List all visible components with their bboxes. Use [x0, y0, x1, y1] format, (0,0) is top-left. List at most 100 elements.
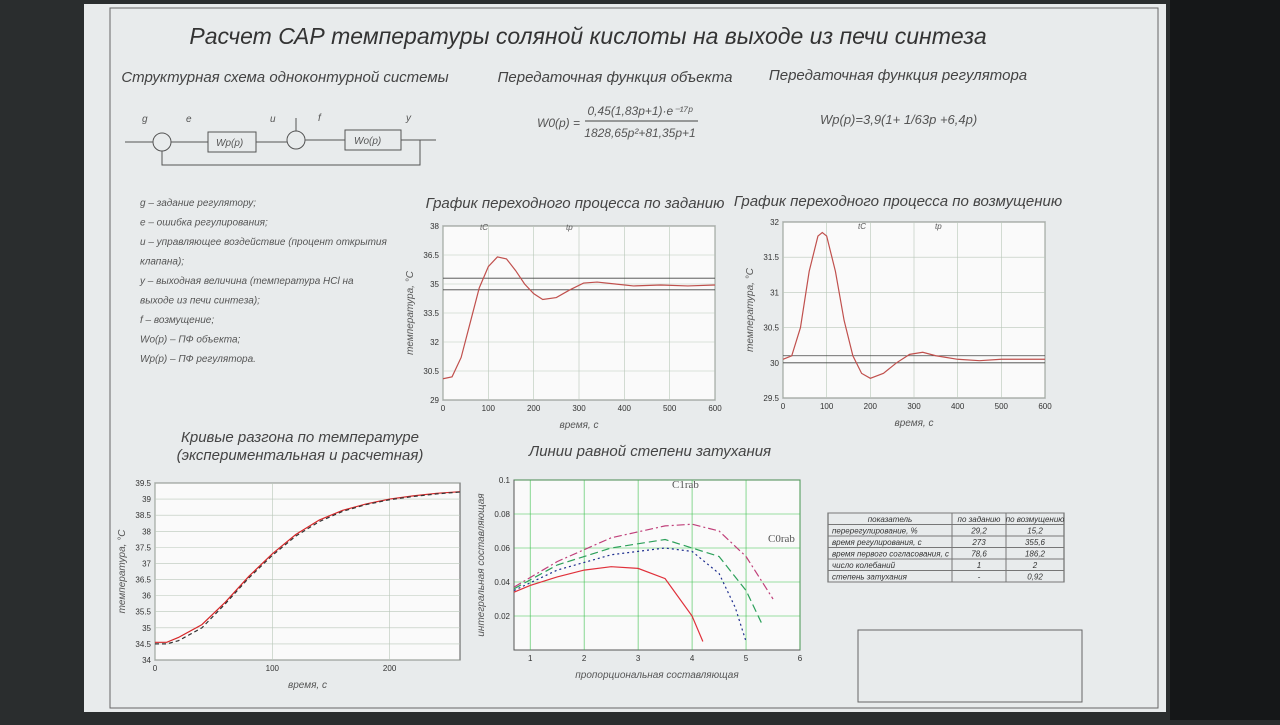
y-tick-label: 38: [142, 527, 151, 536]
y-tick-label: 36.5: [423, 251, 439, 260]
heading: Передаточная функция регулятора: [769, 67, 1027, 84]
annotation: C1rab: [672, 479, 699, 491]
y-tick-label: 32: [770, 218, 779, 227]
formula: 0,45(1,83p+1)·e⁻¹⁷ᵖ: [587, 104, 693, 118]
x-tick-label: 2: [582, 654, 587, 663]
y-tick-label: 31: [770, 288, 779, 297]
y-tick-label: 35: [430, 280, 439, 289]
series-line: [513, 538, 763, 625]
series-line: [513, 547, 747, 642]
signal-label: e: [186, 114, 192, 125]
x-tick-label: 200: [527, 404, 541, 413]
x-tick-label: 1: [528, 654, 533, 663]
plot-area: [513, 479, 801, 651]
plot-area: [154, 482, 461, 661]
x-tick-label: 100: [482, 404, 496, 413]
x-axis-label: время, с: [895, 418, 934, 429]
y-tick-label: 36.5: [135, 576, 151, 585]
block-label: Wp(p): [216, 138, 243, 149]
y-tick-label: 30.5: [423, 367, 439, 376]
chart-subtitle: (экспериментальная и расчетная): [177, 447, 424, 464]
x-tick-label: 200: [864, 402, 878, 411]
x-tick-label: 5: [744, 654, 749, 663]
stamp: [857, 629, 1083, 703]
annotation: tC: [858, 222, 866, 231]
y-tick-label: 39: [142, 495, 151, 504]
notation-line: Wp(p) – ПФ регулятора.: [140, 354, 256, 365]
annotation: tp: [566, 223, 573, 232]
table-header: по возмущению: [1006, 515, 1065, 524]
table-cell: -: [978, 573, 981, 582]
block-label: Wo(p): [354, 136, 381, 147]
y-tick-label: 35: [142, 624, 151, 633]
x-tick-label: 0: [153, 664, 158, 673]
notation-line: y – выходная величина (температура HCl н…: [139, 276, 354, 287]
signal-label: u: [270, 114, 276, 125]
frame: [109, 7, 1159, 709]
notation-line: Wo(p) – ПФ объекта;: [140, 334, 241, 346]
table-cell: 273: [971, 538, 986, 547]
x-tick-label: 500: [663, 404, 677, 413]
table-header: показатель: [868, 515, 913, 524]
series-line: [155, 491, 461, 643]
notation-line: g – задание регулятору;: [140, 198, 256, 209]
x-tick-label: 600: [708, 404, 722, 413]
series-line: [782, 231, 1045, 379]
formula: 1828,65p²+81,35p+1: [584, 126, 695, 140]
x-tick-label: 500: [995, 402, 1009, 411]
y-tick-label: 39.5: [135, 479, 151, 488]
table-header: по заданию: [958, 515, 1001, 524]
table-cell: 355,6: [1025, 538, 1046, 547]
y-tick-label: 37.5: [135, 543, 151, 552]
table-cell: 186,2: [1025, 550, 1046, 559]
y-tick-label: 37: [142, 559, 151, 568]
x-tick-label: 400: [951, 402, 965, 411]
table-cell: степень затухания: [832, 573, 908, 582]
x-tick-label: 100: [820, 402, 834, 411]
x-tick-label: 200: [383, 664, 397, 673]
notation-line: клапана);: [140, 257, 184, 268]
y-axis-label: интегральная составляющая: [476, 493, 487, 637]
series-line: [513, 523, 774, 600]
y-axis-label: температура, °С: [405, 270, 416, 355]
series-line: [513, 566, 704, 642]
x-tick-label: 400: [618, 404, 632, 413]
notation-line: e – ошибка регулирования;: [140, 217, 268, 229]
x-tick-label: 600: [1038, 402, 1052, 411]
bezel: [1170, 0, 1280, 720]
notation-line: выходе из печи синтеза);: [140, 296, 260, 307]
y-tick-label: 0.06: [494, 544, 510, 553]
y-tick-label: 38: [430, 222, 439, 231]
table-cell: перерегулирование, %: [832, 527, 918, 536]
table-cell: 29,2: [970, 527, 987, 536]
x-tick-label: 300: [572, 404, 586, 413]
y-tick-label: 32: [430, 338, 439, 347]
notation-line: f – возмущение;: [140, 315, 214, 326]
table-cell: время регулирования, с: [832, 538, 922, 547]
y-tick-label: 0.02: [494, 612, 510, 621]
y-tick-label: 0.08: [494, 510, 510, 519]
table-cell: 15,2: [1027, 527, 1043, 536]
y-tick-label: 29: [430, 396, 439, 405]
x-tick-label: 3: [636, 654, 641, 663]
series-line: [442, 256, 716, 380]
chart-title: Кривые разгона по температуре: [181, 429, 419, 446]
notation-line: u – управляющее воздействие (процент отк…: [140, 237, 387, 248]
heading: Структурная схема одноконтурной системы: [121, 69, 448, 86]
title: Расчет САР температуры соляной кислоты н…: [189, 23, 986, 49]
x-tick-label: 0: [441, 404, 446, 413]
y-tick-label: 38.5: [135, 511, 151, 520]
annotation: tp: [935, 222, 942, 231]
x-tick-label: 6: [798, 654, 803, 663]
y-tick-label: 31.5: [763, 253, 779, 262]
y-tick-label: 34: [142, 656, 151, 665]
y-axis-label: температура, °С: [745, 267, 756, 352]
x-axis-label: время, с: [560, 420, 599, 431]
y-tick-label: 36: [142, 592, 151, 601]
signal-label: f: [318, 113, 322, 124]
signal-label: y: [405, 113, 412, 124]
block-diagram: [125, 118, 436, 166]
y-tick-label: 30: [770, 359, 779, 368]
x-axis-label: время, с: [288, 680, 327, 691]
